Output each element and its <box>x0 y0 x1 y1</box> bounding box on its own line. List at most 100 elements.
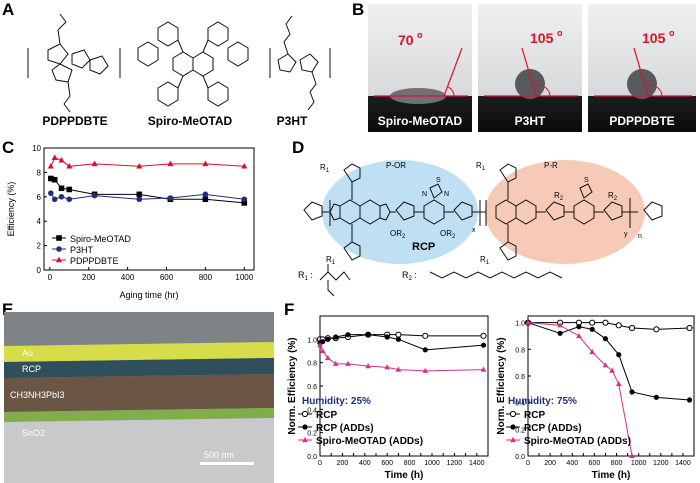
efficiency-chart-c: 0 2 4 6 8 10 0 200 400 600 800 1000 Aging time (hr) E… <box>6 144 255 300</box>
data-point <box>509 410 517 418</box>
data-point <box>628 324 636 332</box>
r1-label-bottom-left: R1 <box>326 255 336 266</box>
legend-label: RCP (ADDs) <box>524 423 582 434</box>
data-point <box>136 162 143 169</box>
degree-symbol: o <box>557 28 563 38</box>
x-tick-label: 1200 <box>653 460 669 467</box>
series-line <box>319 344 484 372</box>
r2-label-right: R2 <box>608 191 618 202</box>
panel-label-c: C <box>2 138 15 157</box>
sem-cross-section: Au RCP CH3NH3PbI3 SnO2 500 nm <box>4 312 274 483</box>
y-tick-label: 0.4 <box>307 407 317 414</box>
data-point <box>301 410 309 418</box>
data-point <box>302 424 308 430</box>
y-tick-label: 6 <box>37 193 42 202</box>
series-1 <box>48 190 248 203</box>
data-point <box>51 154 58 160</box>
thiadiazole-n-right: N <box>444 191 449 198</box>
legend-label: Spiro-MeOTAD (ADDs) <box>316 436 423 447</box>
x-tick-label: 0 <box>526 460 530 467</box>
y-tick-label: 0.8 <box>307 361 317 368</box>
data-point <box>320 339 326 345</box>
data-point <box>365 332 371 338</box>
r1-label-bottom-right: R1 <box>480 255 490 266</box>
series-line <box>50 192 245 200</box>
y-tick-label: 0.0 <box>307 454 317 461</box>
series-line <box>527 322 690 401</box>
or2-label-right: OR2 <box>440 229 456 240</box>
data-point <box>325 336 331 342</box>
series-2 <box>317 342 487 373</box>
data-point <box>365 363 372 369</box>
humidity-annotation: Humidity: 25% <box>302 396 371 407</box>
x-tick-label: 200 <box>337 460 349 467</box>
data-point <box>557 322 563 328</box>
data-point <box>589 326 595 332</box>
data-point <box>576 332 582 339</box>
x-tick-label: 400 <box>566 460 578 467</box>
data-point <box>422 332 429 339</box>
degree-symbol: o <box>417 30 423 40</box>
sem-layer-au: Au <box>22 348 34 358</box>
thiadiazole-s-left: S <box>436 177 441 184</box>
data-point <box>602 319 609 326</box>
or2-label-left: OR2 <box>390 229 406 240</box>
data-point <box>609 367 615 373</box>
y-tick-label: 8 <box>37 168 42 177</box>
molecule-name-p3ht: P3HT <box>276 114 308 128</box>
r1-label-top-left: R1 <box>320 163 330 174</box>
contact-angle-caption: P3HT <box>514 114 546 128</box>
y-tick-label: 4 <box>37 217 42 226</box>
contact-angle-photo-spiro: 70 o Spiro-MeOTAD <box>368 4 472 132</box>
x-tick-label: 1400 <box>469 460 485 467</box>
data-point <box>333 334 339 340</box>
data-point <box>616 352 622 358</box>
data-point <box>66 162 73 169</box>
molecule-structures-a <box>27 13 331 113</box>
panel-label-a: A <box>2 0 15 19</box>
subscript-n: n <box>638 233 642 240</box>
data-point <box>66 196 73 203</box>
r1-definition: R1 : <box>298 270 313 282</box>
x-tick-label: 600 <box>381 460 393 467</box>
contact-angle-value: 105 <box>530 30 554 46</box>
legend-label: RCP <box>316 410 337 421</box>
data-point <box>241 162 248 169</box>
series-2 <box>47 154 248 169</box>
y-tick-label: 0.0 <box>515 454 525 461</box>
x-tick-label: 0 <box>48 273 53 282</box>
stability-chart-humidity-25: 0.0 0.2 0.4 0.6 0.8 1.0 0 200 400 600 800 1000 1200 1… <box>287 315 489 481</box>
sem-layer-rcp: RCP <box>22 364 42 374</box>
r2-label-left: R2 <box>554 191 564 202</box>
rcp-name: RCP <box>412 241 435 253</box>
droplet-spiro <box>374 47 468 104</box>
series-2 <box>525 319 635 459</box>
data-point <box>615 380 622 387</box>
data-point <box>167 195 174 201</box>
y-axis-label: Efficiency (%) <box>6 182 16 237</box>
data-point <box>202 160 209 167</box>
data-point <box>480 332 487 339</box>
r1-label-top-right: R1 <box>476 161 486 172</box>
x-tick-label: 1400 <box>675 460 691 467</box>
data-point <box>136 196 143 203</box>
y-tick-label: 0 <box>37 266 42 275</box>
data-point <box>167 160 174 167</box>
data-point <box>602 362 609 368</box>
p-or-highlight <box>322 160 478 264</box>
data-point <box>480 342 487 348</box>
x-tick-label: 200 <box>82 273 96 282</box>
data-point <box>55 256 63 263</box>
contact-angle-photo-pdppdbte: 105 o PDPPDBTE <box>588 4 696 132</box>
data-point <box>91 192 98 199</box>
data-point <box>202 191 209 198</box>
y-tick-label: 0.6 <box>515 374 525 381</box>
x-tick-label: 200 <box>544 460 556 467</box>
series-0 <box>48 175 248 206</box>
sem-layer-perovskite: CH3NH3PbI3 <box>10 390 65 400</box>
x-tick-label: 800 <box>199 273 213 282</box>
data-point <box>345 332 351 338</box>
data-point <box>48 175 54 182</box>
data-point <box>653 326 660 333</box>
series-line <box>319 334 484 351</box>
